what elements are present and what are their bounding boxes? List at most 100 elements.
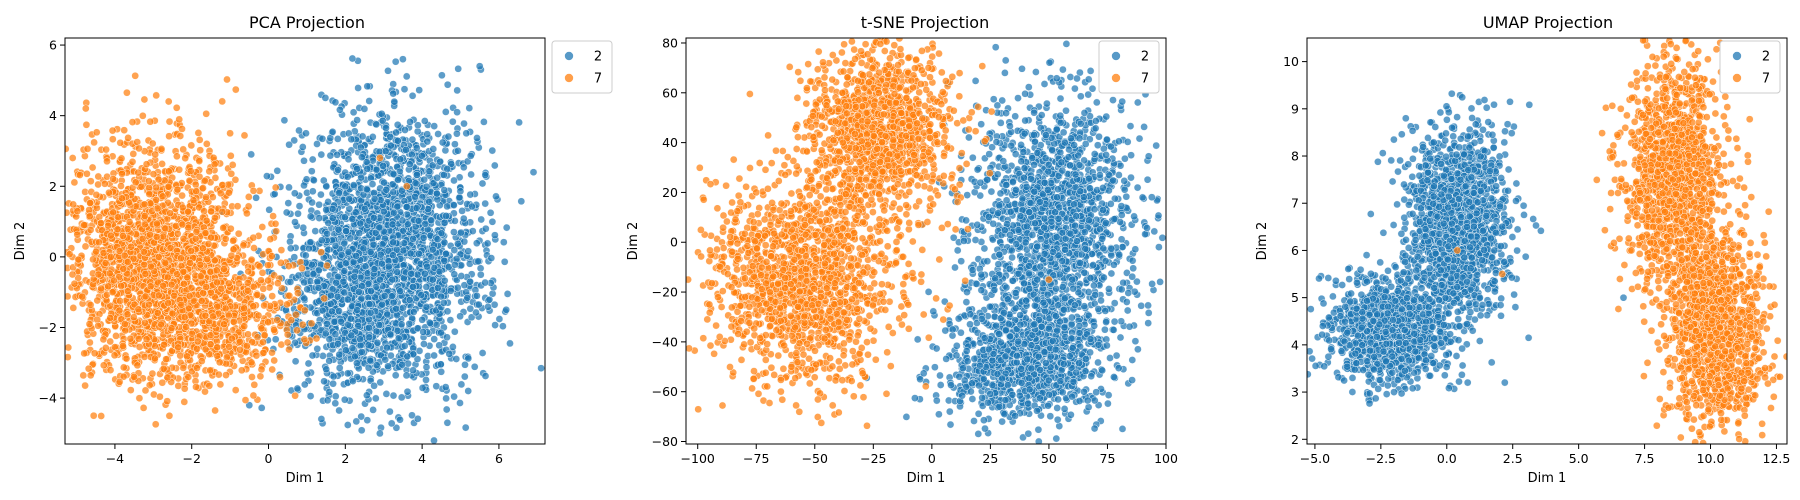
pca-point-7 <box>192 383 200 391</box>
pca-point-2 <box>476 264 485 273</box>
pca-point-2 <box>362 185 371 194</box>
pca-point-2 <box>458 207 466 215</box>
pca-point-7 <box>113 225 122 234</box>
pca-point-2 <box>443 202 451 211</box>
pca-point-2 <box>397 393 406 402</box>
pca-point-7 <box>84 364 93 373</box>
pca-point-2 <box>483 239 492 248</box>
pca-point-2 <box>325 357 334 365</box>
pca-point-2 <box>450 201 458 210</box>
pca-point-2 <box>409 283 417 291</box>
pca-point-2 <box>365 97 374 105</box>
pca-point-2 <box>348 215 357 223</box>
pca-point-7 <box>250 244 258 252</box>
pca-point-7 <box>260 301 268 310</box>
pca-point-7 <box>140 95 149 104</box>
pca-point-2 <box>411 192 419 201</box>
pca-point-7 <box>269 212 277 220</box>
pca-point-2 <box>435 267 444 276</box>
pca-point-2 <box>360 204 369 213</box>
pca-point-7 <box>226 151 235 160</box>
pca-point-2 <box>393 120 402 129</box>
pca-point-2 <box>354 84 362 92</box>
pca-point-2 <box>432 382 441 391</box>
pca-point-7 <box>106 337 115 346</box>
pca-point-7 <box>165 411 174 420</box>
pca-point-2 <box>388 180 397 189</box>
pca-point-2 <box>450 176 458 185</box>
pca-point-2 <box>368 133 377 141</box>
pca-point-2 <box>307 167 316 176</box>
pca-point-2 <box>376 275 384 284</box>
pca-point-7 <box>266 235 275 243</box>
pca-point-2 <box>478 179 487 188</box>
pca-point-7 <box>83 145 92 153</box>
pca-point-2 <box>317 190 325 199</box>
pca-point-2 <box>398 216 407 225</box>
pca-point-2 <box>295 126 303 135</box>
pca-point-7 <box>86 177 95 186</box>
pca-point-2 <box>315 200 323 209</box>
pca-point-7 <box>239 241 248 250</box>
pca-point-2 <box>462 129 471 138</box>
pca-point-2 <box>472 308 480 317</box>
pca-point-7 <box>110 351 119 360</box>
pca-point-2 <box>443 165 452 173</box>
pca-point-2 <box>468 202 476 211</box>
pca-point-2 <box>403 352 412 361</box>
pca-point-2 <box>353 164 361 173</box>
pca-point-2 <box>437 229 446 238</box>
pca-point-2 <box>349 108 358 117</box>
pca-point-2 <box>373 338 382 347</box>
pca-point-2 <box>280 116 289 125</box>
pca-point-7 <box>138 111 147 120</box>
pca-point-2 <box>359 244 368 253</box>
pca-point-2 <box>383 310 392 319</box>
pca-point-7 <box>285 345 293 354</box>
pca-point-7 <box>176 132 185 140</box>
pca-point-2 <box>396 287 405 296</box>
pca-point-2 <box>321 94 330 102</box>
pca-point-2 <box>334 339 342 348</box>
pca-point-2 <box>320 377 328 386</box>
pca-point-7 <box>153 204 162 213</box>
pca-point-2 <box>300 380 309 389</box>
pca-point-7 <box>86 226 95 234</box>
pca-point-7 <box>122 354 131 363</box>
pca-point-7 <box>231 85 240 94</box>
pca-point-2 <box>392 304 401 313</box>
pca-point-7 <box>109 175 117 183</box>
pca-point-2 <box>515 118 523 127</box>
pca-point-2 <box>375 223 384 232</box>
pca-point-2 <box>437 328 445 337</box>
pca-point-2 <box>327 291 335 300</box>
pca-point-2 <box>388 275 397 284</box>
pca-point-2 <box>393 326 402 335</box>
pca-point-7 <box>172 103 181 112</box>
pca-point-7 <box>74 255 83 264</box>
pca-point-2 <box>389 251 397 259</box>
pca-point-2 <box>440 256 449 265</box>
pca-point-2 <box>326 300 335 308</box>
pca-point-2 <box>371 394 380 403</box>
pca-point-2 <box>382 124 390 132</box>
pca-point-7 <box>135 343 144 351</box>
pca-point-2 <box>337 250 346 259</box>
pca-point-2 <box>492 192 500 201</box>
pca-point-2 <box>333 135 342 143</box>
pca-point-7 <box>178 125 186 133</box>
pca-point-2 <box>361 262 370 271</box>
pca-point-2 <box>334 166 342 174</box>
pca-point-7 <box>135 144 143 153</box>
pca-point-2 <box>378 240 387 249</box>
pca-point-2 <box>397 320 406 329</box>
pca-point-2 <box>302 129 310 138</box>
pca-point-2 <box>464 387 473 395</box>
pca-point-2 <box>331 399 340 408</box>
pca-point-7 <box>191 180 200 189</box>
pca-point-2 <box>291 218 299 226</box>
pca-point-2 <box>414 121 422 130</box>
pca-point-2 <box>351 352 359 361</box>
pca-point-7 <box>126 334 135 343</box>
pca-point-7 <box>141 292 150 301</box>
